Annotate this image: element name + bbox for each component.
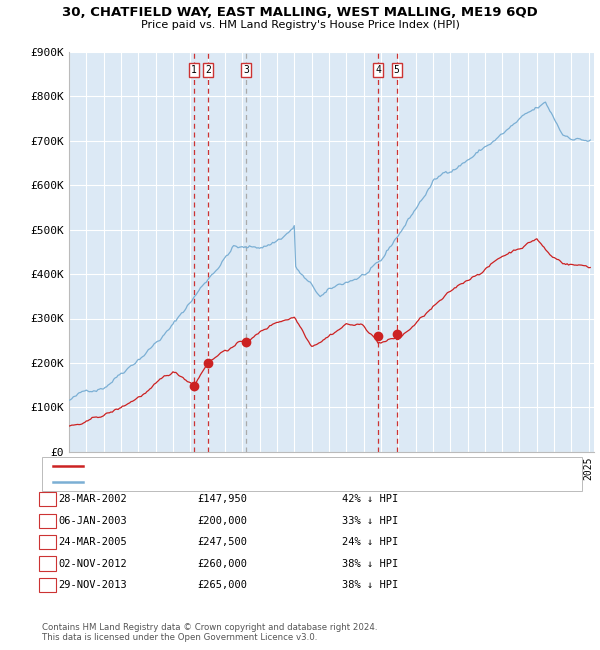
Text: 06-JAN-2003: 06-JAN-2003	[59, 515, 127, 526]
Text: 02-NOV-2012: 02-NOV-2012	[59, 558, 127, 569]
Text: £247,500: £247,500	[197, 537, 247, 547]
Text: 24-MAR-2005: 24-MAR-2005	[59, 537, 127, 547]
Text: 2: 2	[44, 515, 50, 526]
Text: 1: 1	[191, 65, 197, 75]
Text: HPI: Average price, detached house, Tonbridge and Malling: HPI: Average price, detached house, Tonb…	[87, 478, 394, 487]
Text: 4: 4	[375, 65, 381, 75]
Text: 5: 5	[44, 580, 50, 590]
Text: £200,000: £200,000	[197, 515, 247, 526]
Text: 2: 2	[205, 65, 211, 75]
Text: 42% ↓ HPI: 42% ↓ HPI	[342, 494, 398, 504]
Text: 38% ↓ HPI: 38% ↓ HPI	[342, 558, 398, 569]
Text: £260,000: £260,000	[197, 558, 247, 569]
Text: 3: 3	[244, 65, 249, 75]
Text: 30, CHATFIELD WAY, EAST MALLING, WEST MALLING, ME19 6QD (detached house): 30, CHATFIELD WAY, EAST MALLING, WEST MA…	[87, 462, 474, 471]
Text: 28-MAR-2002: 28-MAR-2002	[59, 494, 127, 504]
Text: Price paid vs. HM Land Registry's House Price Index (HPI): Price paid vs. HM Land Registry's House …	[140, 20, 460, 29]
Text: 4: 4	[44, 558, 50, 569]
Text: Contains HM Land Registry data © Crown copyright and database right 2024.
This d: Contains HM Land Registry data © Crown c…	[42, 623, 377, 642]
Text: £147,950: £147,950	[197, 494, 247, 504]
Text: 30, CHATFIELD WAY, EAST MALLING, WEST MALLING, ME19 6QD: 30, CHATFIELD WAY, EAST MALLING, WEST MA…	[62, 6, 538, 20]
Text: 5: 5	[394, 65, 400, 75]
Text: £265,000: £265,000	[197, 580, 247, 590]
Text: 24% ↓ HPI: 24% ↓ HPI	[342, 537, 398, 547]
Text: 1: 1	[44, 494, 50, 504]
Text: 29-NOV-2013: 29-NOV-2013	[59, 580, 127, 590]
Text: 33% ↓ HPI: 33% ↓ HPI	[342, 515, 398, 526]
Text: 3: 3	[44, 537, 50, 547]
Text: 38% ↓ HPI: 38% ↓ HPI	[342, 580, 398, 590]
